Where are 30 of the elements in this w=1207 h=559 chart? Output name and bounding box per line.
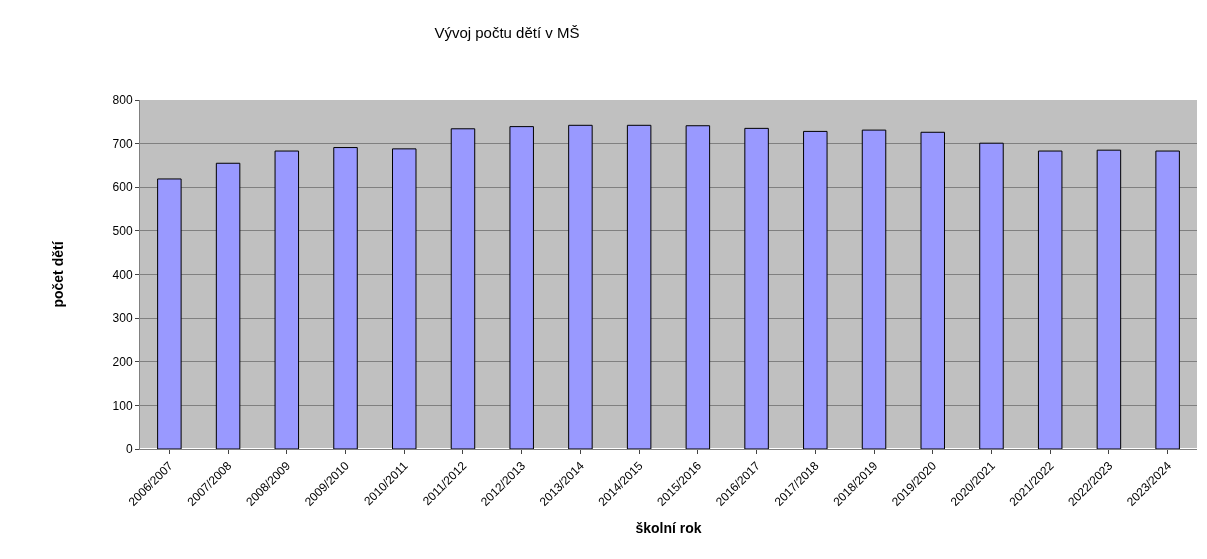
bar [979, 142, 1004, 449]
x-axis-title: školní rok [635, 520, 702, 537]
bar [509, 126, 534, 449]
bar [333, 147, 358, 449]
bar [1096, 149, 1122, 449]
bar [1155, 150, 1180, 449]
chart-title: Vývoj počtu dětí v MŠ [434, 24, 580, 42]
bar [568, 124, 593, 449]
y-tick-label: 800 [112, 93, 133, 108]
y-tick-label: 400 [112, 267, 133, 282]
bar [274, 150, 300, 449]
bar [157, 178, 182, 449]
y-tick-label: 200 [112, 354, 133, 369]
y-axis-title: počet dětí [50, 240, 67, 308]
y-tick-label: 300 [112, 311, 133, 326]
bar [450, 128, 476, 449]
bar [392, 148, 417, 449]
y-tick-label: 100 [112, 398, 133, 413]
bar [685, 125, 711, 449]
bar [920, 131, 945, 449]
y-tick-label: 500 [112, 224, 133, 239]
bar [626, 124, 652, 449]
bar [1037, 150, 1063, 449]
bar [215, 162, 241, 449]
y-tick-label: 600 [112, 180, 133, 195]
bar [861, 129, 887, 449]
y-tick-label: 700 [112, 136, 133, 151]
bar [803, 130, 828, 449]
bar [744, 127, 769, 449]
y-tick-label: 0 [125, 442, 133, 457]
